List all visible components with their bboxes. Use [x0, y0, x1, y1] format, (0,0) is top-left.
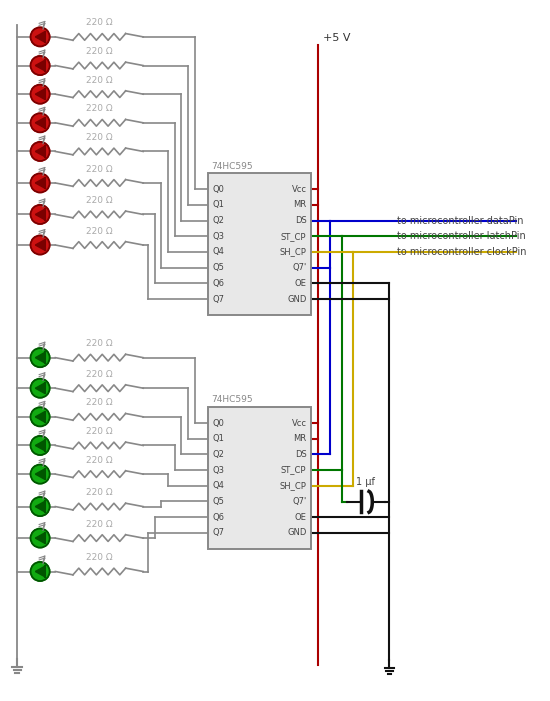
- Text: ST_CP: ST_CP: [281, 465, 306, 475]
- Polygon shape: [35, 209, 45, 219]
- Text: to microcontroller latchPin: to microcontroller latchPin: [397, 231, 526, 241]
- Circle shape: [31, 27, 50, 46]
- Text: to microcontroller clockPin: to microcontroller clockPin: [397, 247, 527, 257]
- Text: 220 Ω: 220 Ω: [86, 76, 113, 85]
- Text: 1 μf: 1 μf: [356, 477, 375, 486]
- Text: 74HC595: 74HC595: [211, 161, 252, 170]
- Circle shape: [31, 173, 50, 193]
- FancyBboxPatch shape: [208, 173, 311, 315]
- Polygon shape: [35, 147, 45, 157]
- Text: 220 Ω: 220 Ω: [86, 196, 113, 205]
- Text: DS: DS: [295, 450, 306, 459]
- Circle shape: [31, 142, 50, 161]
- Text: Q6: Q6: [213, 512, 225, 522]
- Text: 220 Ω: 220 Ω: [86, 369, 113, 379]
- Text: SH_CP: SH_CP: [279, 247, 306, 257]
- Text: Q7: Q7: [213, 294, 225, 304]
- Circle shape: [31, 236, 50, 254]
- Text: OE: OE: [295, 279, 306, 288]
- Circle shape: [31, 407, 50, 426]
- Circle shape: [31, 348, 50, 367]
- Text: Vcc: Vcc: [292, 184, 306, 193]
- Text: Q5: Q5: [213, 263, 225, 272]
- Polygon shape: [35, 178, 45, 188]
- Polygon shape: [35, 240, 45, 250]
- Text: 220 Ω: 220 Ω: [86, 339, 113, 348]
- Text: Q0: Q0: [213, 418, 225, 428]
- Circle shape: [31, 465, 50, 484]
- Polygon shape: [35, 469, 45, 479]
- Circle shape: [31, 56, 50, 75]
- Circle shape: [31, 529, 50, 547]
- Text: MR: MR: [293, 200, 306, 210]
- Text: 220 Ω: 220 Ω: [86, 427, 113, 436]
- Text: SH_CP: SH_CP: [279, 482, 306, 490]
- Circle shape: [31, 436, 50, 455]
- Text: 220 Ω: 220 Ω: [86, 398, 113, 407]
- Circle shape: [31, 85, 50, 104]
- Polygon shape: [35, 89, 45, 100]
- Text: 220 Ω: 220 Ω: [86, 133, 113, 142]
- Text: GND: GND: [287, 294, 306, 304]
- Text: ST_CP: ST_CP: [281, 232, 306, 240]
- Text: Q1: Q1: [213, 434, 225, 443]
- Circle shape: [31, 114, 50, 132]
- Text: Q3: Q3: [213, 465, 225, 475]
- Text: Q7': Q7': [292, 497, 306, 506]
- Text: 220 Ω: 220 Ω: [86, 226, 113, 236]
- Text: Q4: Q4: [213, 247, 225, 257]
- Circle shape: [31, 497, 50, 516]
- Polygon shape: [35, 566, 45, 577]
- Polygon shape: [35, 353, 45, 363]
- Circle shape: [31, 379, 50, 397]
- Polygon shape: [35, 118, 45, 128]
- Text: Q0: Q0: [213, 184, 225, 193]
- Text: Q4: Q4: [213, 482, 225, 490]
- Text: Q3: Q3: [213, 232, 225, 240]
- Text: to microcontroller dataPin: to microcontroller dataPin: [397, 215, 524, 226]
- Polygon shape: [35, 440, 45, 451]
- Text: Q6: Q6: [213, 279, 225, 288]
- Polygon shape: [35, 383, 45, 393]
- Text: Q1: Q1: [213, 200, 225, 210]
- Text: Q7': Q7': [292, 263, 306, 272]
- Text: Q5: Q5: [213, 497, 225, 506]
- FancyBboxPatch shape: [208, 407, 311, 549]
- Circle shape: [31, 562, 50, 581]
- Text: OE: OE: [295, 512, 306, 522]
- Text: +5 V: +5 V: [323, 33, 350, 43]
- Text: 220 Ω: 220 Ω: [86, 488, 113, 497]
- Text: 74HC595: 74HC595: [211, 395, 252, 404]
- Text: 220 Ω: 220 Ω: [86, 519, 113, 529]
- Polygon shape: [35, 32, 45, 42]
- Text: 220 Ω: 220 Ω: [86, 553, 113, 562]
- Text: MR: MR: [293, 434, 306, 443]
- Text: Q7: Q7: [213, 529, 225, 538]
- Polygon shape: [35, 533, 45, 543]
- Text: GND: GND: [287, 529, 306, 538]
- Text: DS: DS: [295, 216, 306, 225]
- Circle shape: [31, 205, 50, 224]
- Polygon shape: [35, 411, 45, 422]
- Text: Vcc: Vcc: [292, 418, 306, 428]
- Text: 220 Ω: 220 Ω: [86, 165, 113, 174]
- Text: 220 Ω: 220 Ω: [86, 47, 113, 56]
- Text: 220 Ω: 220 Ω: [86, 104, 113, 114]
- Text: 220 Ω: 220 Ω: [86, 18, 113, 27]
- Text: Q2: Q2: [213, 450, 225, 459]
- Text: 220 Ω: 220 Ω: [86, 456, 113, 465]
- Text: Q2: Q2: [213, 216, 225, 225]
- Polygon shape: [35, 60, 45, 71]
- Polygon shape: [35, 501, 45, 512]
